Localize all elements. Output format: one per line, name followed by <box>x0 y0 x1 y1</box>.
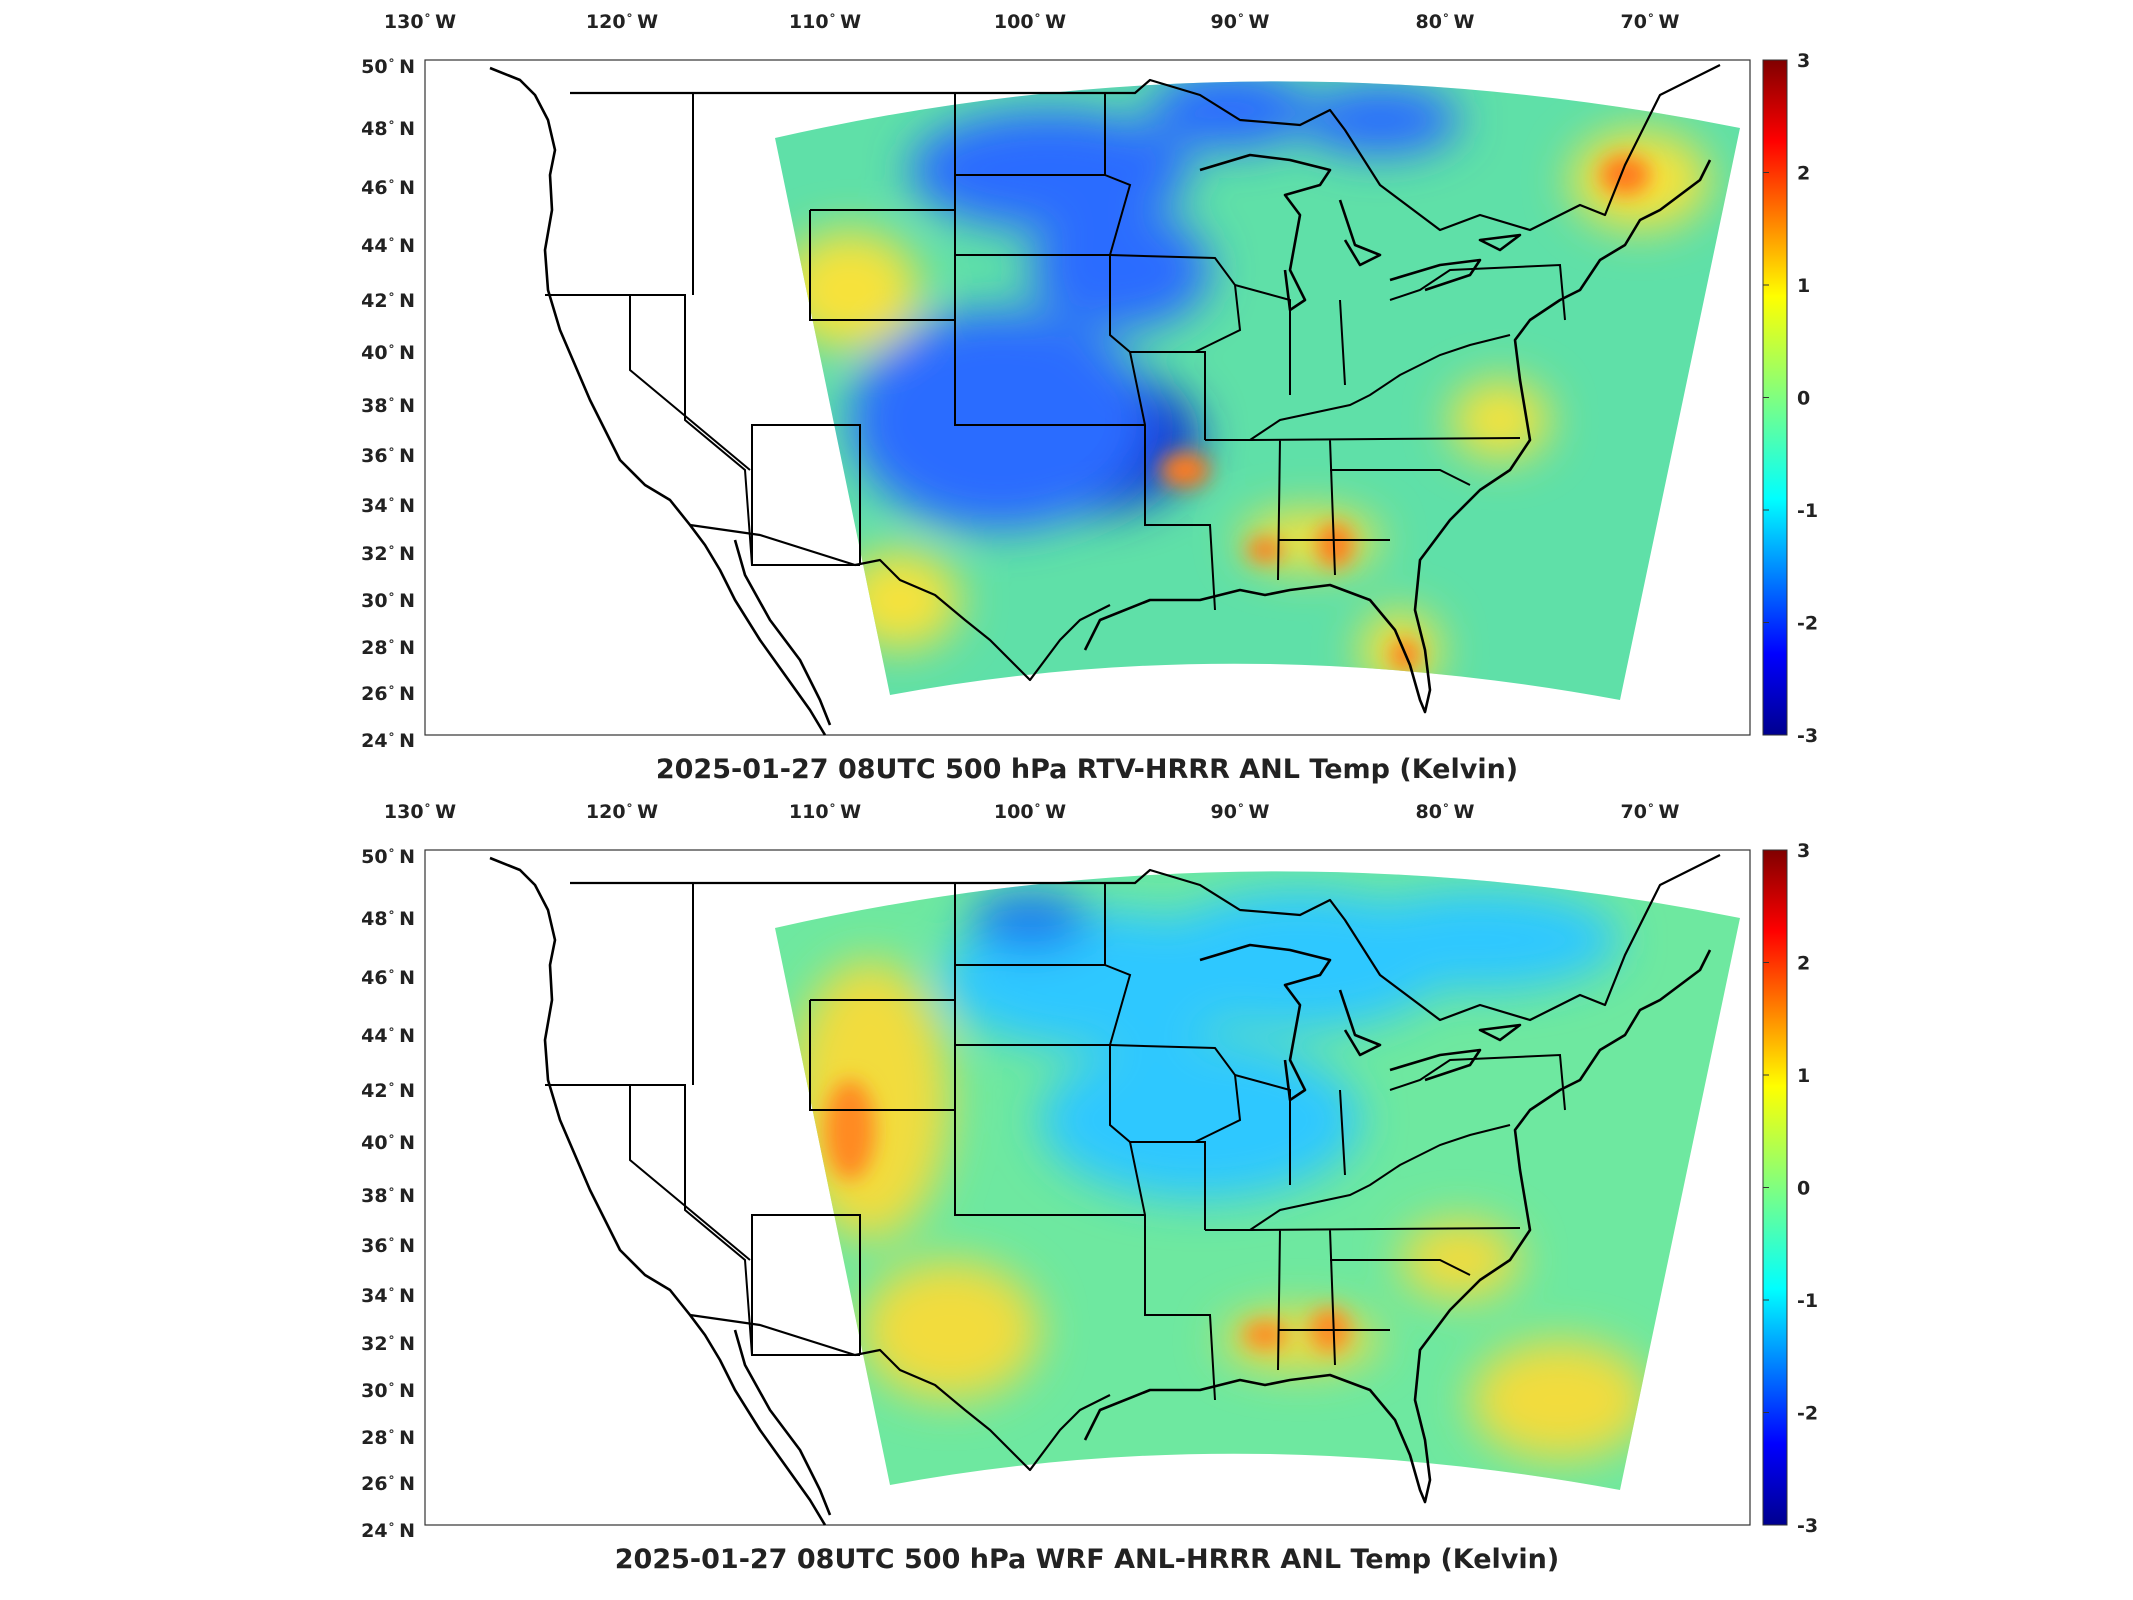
cold-anomaly-dakota <box>970 890 1090 950</box>
cold-anomaly-canada <box>1300 85 1460 155</box>
great-lakes <box>1199 153 1522 312</box>
longitude-label: 110∘ W <box>789 8 861 33</box>
latitude-label: 26∘ N <box>361 1470 415 1495</box>
latitude-label: 36∘ N <box>361 1232 415 1257</box>
temperature-difference-field <box>775 871 1740 1490</box>
temperature-difference-field <box>775 81 1740 700</box>
hot-spot-mississippi <box>1243 1321 1287 1349</box>
longitude-label: 110∘ W <box>789 798 861 823</box>
longitude-label: 120∘ W <box>586 8 658 33</box>
longitude-label: 80∘ W <box>1416 798 1475 823</box>
latitude-label: 34∘ N <box>361 1282 415 1307</box>
latitude-label: 36∘ N <box>361 442 415 467</box>
longitude-label: 130∘ W <box>384 8 456 33</box>
latitude-label: 28∘ N <box>361 1424 415 1449</box>
map-boundaries <box>489 854 1721 1526</box>
state-borders <box>545 883 1566 1401</box>
map-panel-2: 130∘ W 120∘ W 110∘ W 100∘ W 90∘ W 80∘ W 70∘ W 50∘ N 48∘… <box>361 798 1818 1575</box>
longitude-label: 80∘ W <box>1416 8 1475 33</box>
latitude-labels: 50∘ N 48∘ N 46∘ N 44∘ N 42∘ N 40∘ N 38∘ N 36∘ N 34∘ N 32∘ N… <box>361 843 415 1542</box>
cold-anomaly-north <box>910 110 1190 230</box>
longitude-label: 90∘ W <box>1211 8 1270 33</box>
latitude-labels: 50∘ N 48∘ N 46∘ N 44∘ N 42∘ N 40∘ N 38∘ N 36∘ N 34∘ N 32∘ N… <box>361 53 415 752</box>
latitude-label: 42∘ N <box>361 1077 415 1102</box>
colorbar-tick-label: 3 <box>1797 840 1810 862</box>
panel-title: 2025-01-27 08UTC 500 hPa WRF ANL-HRRR AN… <box>615 1544 1559 1575</box>
latitude-label: 28∘ N <box>361 634 415 659</box>
baja-coastline <box>733 539 832 726</box>
cold-anomaly-southwest <box>850 310 1150 530</box>
longitude-label: 100∘ W <box>994 798 1066 823</box>
latitude-label: 50∘ N <box>361 53 415 78</box>
hot-spot-arkansas <box>1160 452 1210 488</box>
latitude-label: 34∘ N <box>361 492 415 517</box>
latitude-label: 44∘ N <box>361 1022 415 1047</box>
latitude-label: 40∘ N <box>361 339 415 364</box>
latitude-label: 48∘ N <box>361 905 415 930</box>
latitude-label: 46∘ N <box>361 174 415 199</box>
colorbar-tick-label: 2 <box>1797 163 1810 185</box>
latitude-label: 50∘ N <box>361 843 415 868</box>
hot-spot-maine <box>1600 155 1650 195</box>
panel-title: 2025-01-27 08UTC 500 hPa RTV-HRRR ANL Te… <box>656 754 1518 785</box>
colorbar-tick-label: 2 <box>1797 953 1810 975</box>
colorbar: 3 2 1 0 -1 -2 -3 <box>1762 840 1818 1537</box>
gulf-coastline <box>1083 159 1712 714</box>
cold-anomaly-midwest <box>1040 1040 1360 1200</box>
cold-anomaly-canada <box>1340 890 1620 990</box>
longitude-label: 120∘ W <box>586 798 658 823</box>
latitude-label: 44∘ N <box>361 232 415 257</box>
colorbar-tick-label: 1 <box>1797 1065 1810 1087</box>
hot-spot-alabama <box>1317 523 1353 567</box>
latitude-label: 24∘ N <box>361 727 415 752</box>
latitude-label: 26∘ N <box>361 680 415 705</box>
latitude-label: 48∘ N <box>361 115 415 140</box>
state-borders <box>545 93 1566 611</box>
longitude-labels: 130∘ W 120∘ W 110∘ W 100∘ W 90∘ W 80∘ W 70∘ W <box>384 8 1680 33</box>
longitude-label: 100∘ W <box>994 8 1066 33</box>
latitude-label: 38∘ N <box>361 392 415 417</box>
latitude-label: 40∘ N <box>361 1129 415 1154</box>
colorbar-tick-label: -1 <box>1797 500 1818 522</box>
warm-anomaly-carolina <box>1400 1220 1520 1300</box>
latitude-label: 38∘ N <box>361 1182 415 1207</box>
warm-anomaly-atlantic <box>1470 1340 1650 1460</box>
warm-anomaly-carolina <box>1450 380 1550 460</box>
latitude-label: 32∘ N <box>361 1330 415 1355</box>
colorbar-tick-label: 3 <box>1797 50 1810 72</box>
canada-border <box>570 64 1721 232</box>
colorbar-tick-label: -2 <box>1797 613 1818 635</box>
longitude-label: 90∘ W <box>1211 798 1270 823</box>
west-coastline <box>489 66 827 736</box>
latitude-label: 46∘ N <box>361 964 415 989</box>
longitude-label: 130∘ W <box>384 798 456 823</box>
map-panel-1: 130∘ W 120∘ W 110∘ W 100∘ W 90∘ W 80∘ W 70∘ W 50∘ N 48∘… <box>361 8 1818 785</box>
longitude-labels: 130∘ W 120∘ W 110∘ W 100∘ W 90∘ W 80∘ W 70∘ W <box>384 798 1680 823</box>
latitude-label: 42∘ N <box>361 287 415 312</box>
longitude-label: 70∘ W <box>1621 798 1680 823</box>
hot-spot-utah <box>825 1080 875 1180</box>
hot-spot-mississippi <box>1247 538 1283 562</box>
colorbar-tick-label: -3 <box>1797 1515 1818 1537</box>
colorbar-tick-label: 1 <box>1797 275 1810 297</box>
warm-anomaly-texas <box>860 1260 1040 1400</box>
colorbar: 3 2 1 0 -1 -2 -3 <box>1762 50 1818 747</box>
longitude-label: 70∘ W <box>1621 8 1680 33</box>
cold-anomaly-nebraska <box>1030 210 1210 330</box>
colorbar-tick-label: 0 <box>1797 388 1810 410</box>
colorbar-tick-label: 0 <box>1797 1178 1810 1200</box>
cold-anomaly-superior <box>1150 81 1310 150</box>
latitude-label: 32∘ N <box>361 540 415 565</box>
colorbar-tick-label: -3 <box>1797 725 1818 747</box>
latitude-label: 30∘ N <box>361 587 415 612</box>
colorbar-tick-label: -1 <box>1797 1290 1818 1312</box>
latitude-label: 30∘ N <box>361 1377 415 1402</box>
colorbar-tick-label: -2 <box>1797 1403 1818 1425</box>
latitude-label: 24∘ N <box>361 1517 415 1542</box>
